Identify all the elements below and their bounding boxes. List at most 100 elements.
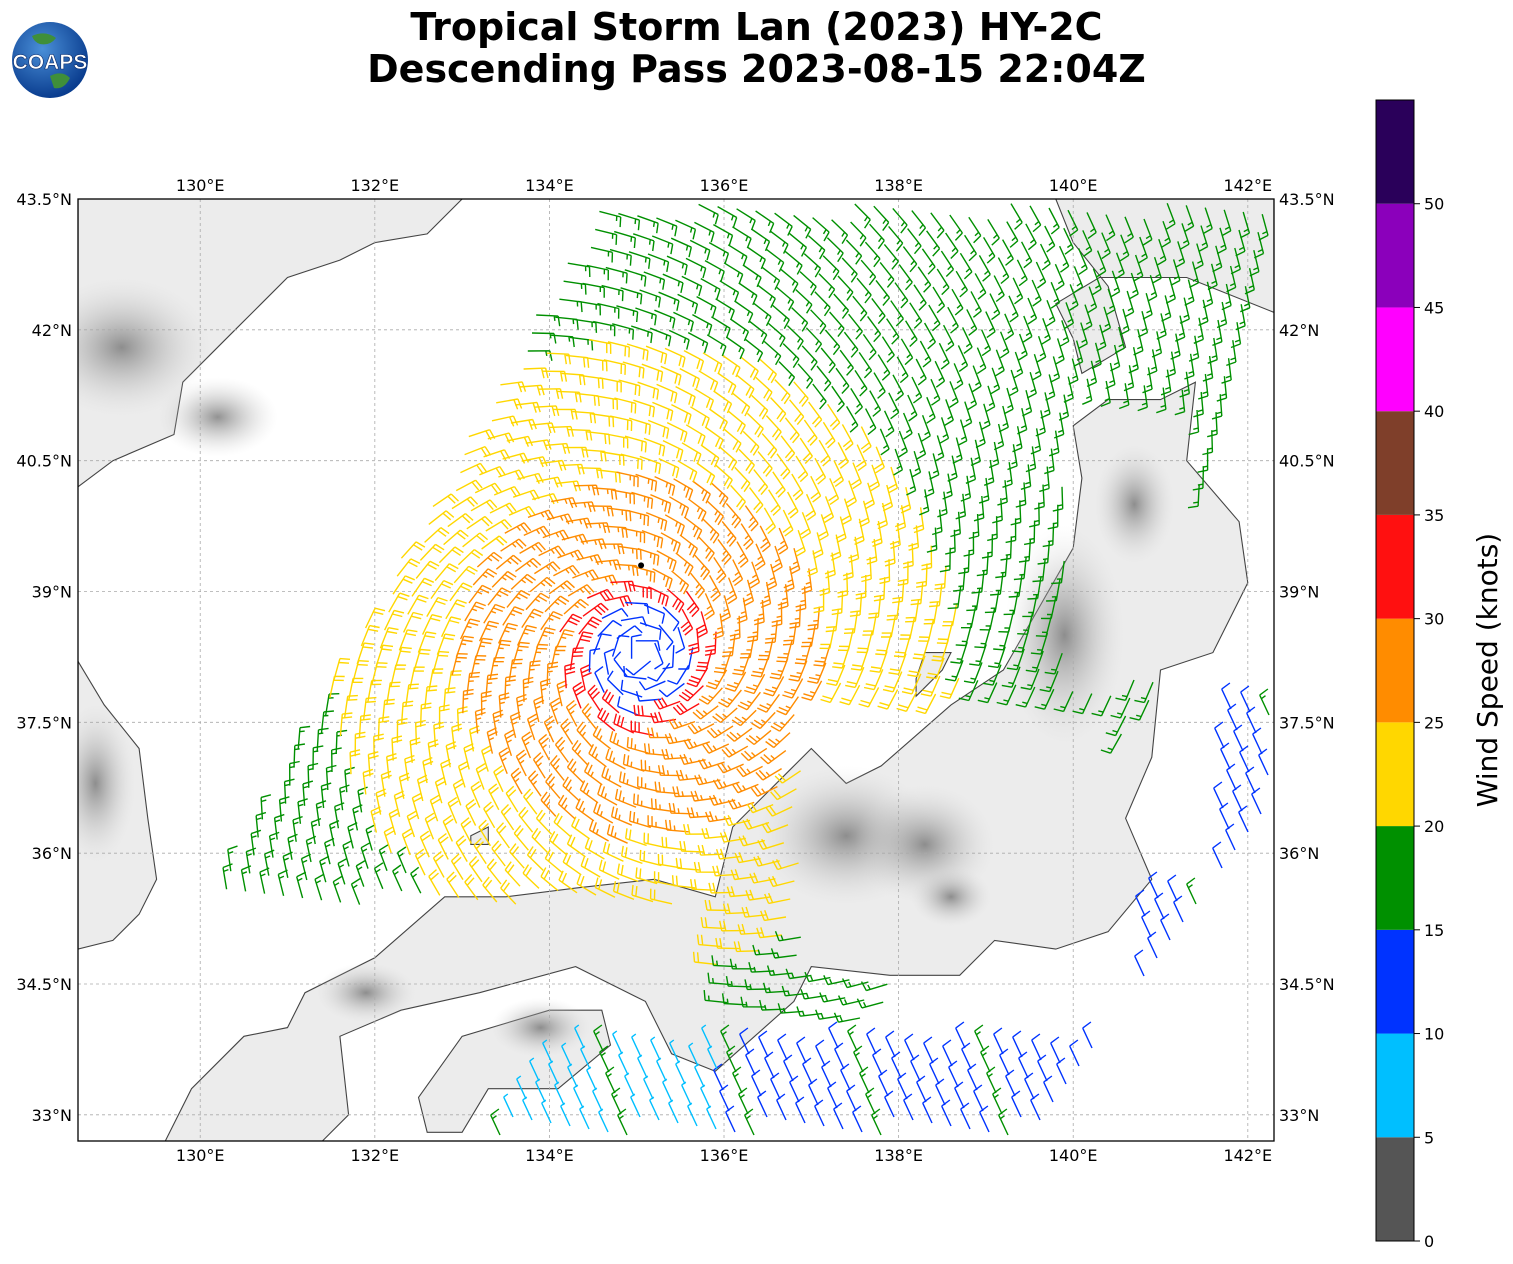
- wind-barb: [1048, 430, 1060, 457]
- wind-barb: [1045, 299, 1056, 327]
- wind-barb: [736, 765, 763, 778]
- wind-barb: [796, 1006, 823, 1017]
- wind-barb: [1101, 306, 1112, 334]
- wind-barb: [1258, 748, 1269, 776]
- wind-barb: [1054, 263, 1065, 291]
- wind-barb: [687, 331, 709, 354]
- lat-tick-label-right: 39°N: [1279, 583, 1319, 602]
- wind-barb: [694, 221, 715, 243]
- wind-barb: [1077, 248, 1088, 275]
- wind-barb: [1186, 877, 1197, 905]
- wind-barb: [1235, 229, 1246, 257]
- wind-barb: [630, 634, 642, 659]
- wind-barb: [626, 343, 649, 361]
- wind-barb: [799, 437, 813, 464]
- wind-barb: [701, 827, 727, 839]
- wind-barb: [575, 798, 595, 822]
- wind-barb: [542, 1039, 553, 1064]
- wind-barb: [355, 860, 366, 887]
- wind-barb: [869, 651, 888, 673]
- colorbar-tick-label: 15: [1424, 921, 1444, 940]
- wind-barb: [670, 237, 692, 258]
- wind-barb: [738, 835, 765, 847]
- wind-barb: [362, 768, 374, 795]
- wind-barb: [1220, 742, 1231, 770]
- wind-barb: [400, 541, 426, 559]
- wind-barb: [563, 280, 587, 295]
- wind-barb: [673, 311, 694, 332]
- wind-barb: [569, 336, 594, 351]
- wind-barb: [451, 653, 468, 676]
- wind-barb: [533, 695, 545, 723]
- wind-barb: [1087, 286, 1098, 314]
- wind-barb: [1156, 313, 1167, 340]
- wind-barb: [675, 1060, 686, 1085]
- wind-barb: [601, 451, 625, 466]
- wind-barb: [657, 765, 683, 777]
- wind-barb: [555, 316, 579, 330]
- wind-barb: [689, 239, 711, 261]
- wind-barb: [531, 643, 549, 666]
- wind-barb: [603, 359, 626, 375]
- wind-barb: [1216, 376, 1228, 402]
- wind-barb: [383, 609, 405, 631]
- wind-barb: [725, 336, 745, 360]
- wind-barb: [498, 692, 510, 718]
- wind-barb: [409, 666, 425, 689]
- wind-barb: [1128, 272, 1139, 300]
- wind-barb: [641, 529, 664, 549]
- wind-barb: [566, 758, 584, 784]
- wind-barb: [482, 876, 498, 903]
- wind-barb: [759, 525, 771, 553]
- wind-barb: [769, 658, 789, 680]
- wind-barb: [944, 399, 954, 426]
- wind-barb: [983, 459, 995, 486]
- wind-barb: [962, 401, 973, 429]
- wind-barb: [599, 377, 622, 393]
- wind-barb: [1161, 220, 1172, 248]
- wind-barb: [760, 581, 772, 609]
- colorbar-bin: [1376, 100, 1414, 204]
- wind-barb: [763, 507, 777, 535]
- wind-barb: [1174, 389, 1186, 416]
- wind-barb: [1114, 326, 1125, 354]
- wind-barb: [812, 383, 827, 410]
- wind-barb: [618, 771, 641, 790]
- wind-barb: [757, 638, 774, 661]
- wind-barb: [737, 691, 761, 711]
- wind-barb: [554, 1081, 565, 1106]
- wind-barb: [549, 697, 561, 725]
- wind-barb: [776, 640, 793, 663]
- wind-barb: [940, 250, 955, 277]
- wind-barb: [493, 639, 512, 662]
- wind-barb: [829, 311, 845, 338]
- wind-barb: [460, 462, 487, 474]
- wind-barb: [426, 596, 448, 617]
- wind-barb: [635, 473, 658, 492]
- wind-barb: [1219, 802, 1230, 830]
- wind-barb: [764, 892, 791, 905]
- wind-barb: [948, 1060, 959, 1088]
- wind-barb: [611, 1087, 622, 1115]
- wind-barb: [1156, 387, 1167, 414]
- wind-barb: [652, 568, 673, 589]
- wind-barb: [574, 484, 600, 496]
- wind-barb: [980, 329, 992, 357]
- wind-barb: [987, 516, 998, 542]
- lat-tick-label-left: 39°N: [32, 583, 72, 602]
- wind-barb: [639, 622, 662, 640]
- wind-barb: [649, 1096, 660, 1121]
- wind-barb: [451, 723, 463, 750]
- lon-tick-label-top: 130°E: [176, 176, 225, 195]
- wind-barb: [885, 1030, 896, 1058]
- wind-barb: [1005, 518, 1017, 544]
- lat-tick-label-left: 43.5°N: [16, 190, 72, 209]
- wind-barb: [730, 484, 746, 511]
- wind-barb: [1025, 223, 1037, 251]
- wind-barb: [521, 456, 548, 468]
- wind-barb: [582, 282, 605, 298]
- wind-barb: [727, 798, 755, 810]
- wind-barb: [571, 816, 591, 840]
- wind-barb: [708, 241, 730, 264]
